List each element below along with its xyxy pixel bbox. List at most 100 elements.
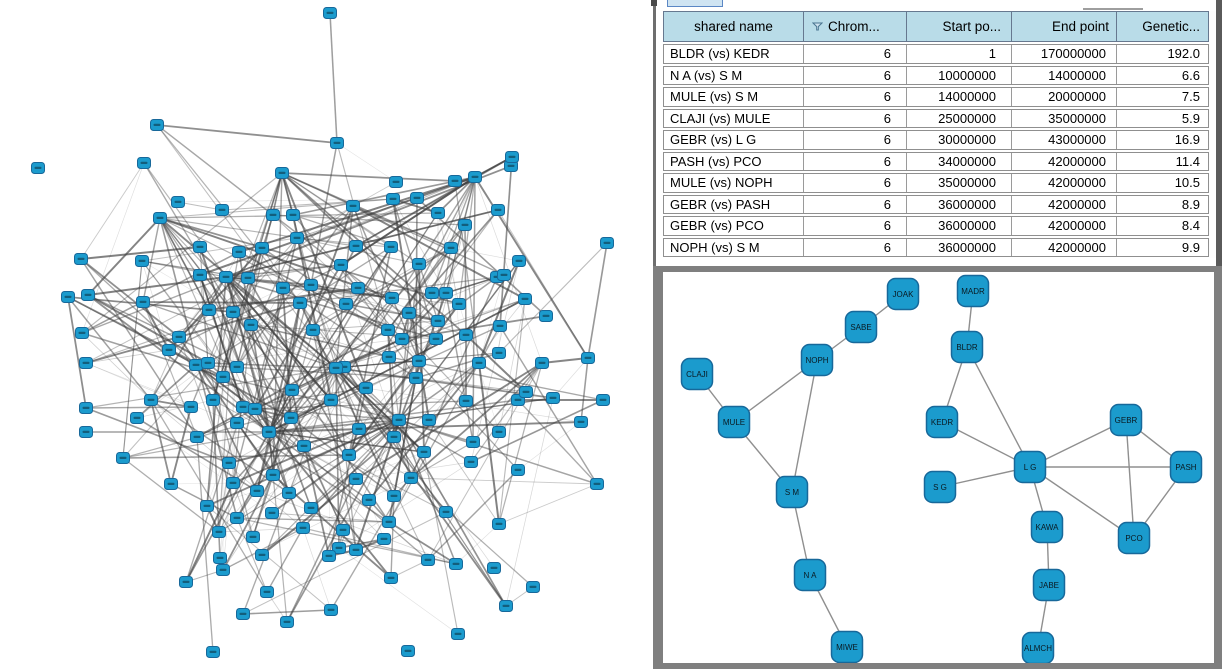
network-node[interactable]: [79, 357, 93, 369]
network-node[interactable]: [492, 347, 506, 359]
network-node[interactable]: [189, 359, 203, 371]
network-node[interactable]: [417, 446, 431, 458]
table-row[interactable]: MULE (vs) NOPH 6 35000000 42000000 10.5: [663, 173, 1209, 193]
network-node[interactable]: [171, 196, 185, 208]
network-node[interactable]: [296, 522, 310, 534]
network-node[interactable]: [212, 526, 226, 538]
network-node[interactable]: [431, 207, 445, 219]
network-node[interactable]: [193, 269, 207, 281]
network-node[interactable]: [487, 562, 501, 574]
network-node[interactable]: [226, 477, 240, 489]
network-node[interactable]: [491, 204, 505, 216]
network-node[interactable]: [215, 204, 229, 216]
network-node[interactable]: [226, 306, 240, 318]
network-node[interactable]: GEBR: [1109, 403, 1143, 437]
network-node[interactable]: [422, 414, 436, 426]
network-node[interactable]: [497, 269, 511, 281]
network-node[interactable]: [590, 478, 604, 490]
network-node[interactable]: [280, 616, 294, 628]
network-node[interactable]: [79, 426, 93, 438]
network-node[interactable]: S G: [923, 470, 957, 504]
network-node[interactable]: [265, 507, 279, 519]
network-node[interactable]: [230, 361, 244, 373]
network-node[interactable]: [448, 175, 462, 187]
network-node[interactable]: [581, 352, 595, 364]
column-header-genetic[interactable]: Genetic...: [1116, 12, 1208, 41]
network-node[interactable]: [136, 296, 150, 308]
network-node[interactable]: [359, 382, 373, 394]
network-node[interactable]: [384, 241, 398, 253]
network-node[interactable]: [334, 259, 348, 271]
table-row[interactable]: GEBR (vs) PCO 6 36000000 42000000 8.4: [663, 216, 1209, 236]
network-node[interactable]: [172, 331, 186, 343]
network-node[interactable]: [389, 176, 403, 188]
network-node[interactable]: [499, 600, 513, 612]
table-row[interactable]: BLDR (vs) KEDR 6 1 170000000 192.0: [663, 44, 1209, 64]
network-node[interactable]: [464, 456, 478, 468]
network-node[interactable]: [600, 237, 614, 249]
column-header-start-po[interactable]: Start po...: [906, 12, 1011, 41]
filter-funnel-icon[interactable]: [812, 22, 823, 31]
network-node[interactable]: [574, 416, 588, 428]
network-node[interactable]: [81, 289, 95, 301]
network-view-detail[interactable]: JOAK MADR SABE NOPH BLDR CLAJI MULE KEDR GEBR S G…: [653, 266, 1222, 669]
network-node[interactable]: [519, 386, 533, 398]
network-node[interactable]: [362, 494, 376, 506]
network-node[interactable]: [222, 457, 236, 469]
network-node[interactable]: [184, 401, 198, 413]
network-node[interactable]: [324, 604, 338, 616]
network-node[interactable]: [290, 232, 304, 244]
network-node[interactable]: [153, 212, 167, 224]
table-row[interactable]: PASH (vs) PCO 6 34000000 42000000 11.4: [663, 151, 1209, 171]
network-node[interactable]: [431, 315, 445, 327]
network-node[interactable]: [293, 297, 307, 309]
network-node[interactable]: [493, 320, 507, 332]
network-node[interactable]: [236, 401, 250, 413]
panel-divider[interactable]: [653, 0, 656, 266]
network-node[interactable]: [135, 255, 149, 267]
network-node[interactable]: [452, 298, 466, 310]
column-header-shared-name[interactable]: shared name: [664, 12, 803, 41]
network-node[interactable]: [275, 167, 289, 179]
network-node[interactable]: [260, 586, 274, 598]
network-node[interactable]: [206, 646, 220, 658]
network-node[interactable]: [276, 282, 290, 294]
network-node[interactable]: [459, 329, 473, 341]
network-node[interactable]: [116, 452, 130, 464]
network-node[interactable]: [324, 394, 338, 406]
network-node[interactable]: [339, 298, 353, 310]
network-node[interactable]: [377, 533, 391, 545]
network-node[interactable]: ALMCH: [1021, 631, 1055, 664]
network-node[interactable]: [472, 357, 486, 369]
network-node[interactable]: [349, 544, 363, 556]
network-node[interactable]: [306, 324, 320, 336]
network-node[interactable]: [266, 469, 280, 481]
network-node[interactable]: [297, 440, 311, 452]
network-node[interactable]: [286, 209, 300, 221]
table-row[interactable]: NOPH (vs) S M 6 36000000 42000000 9.9: [663, 237, 1209, 257]
network-node[interactable]: [266, 209, 280, 221]
network-node[interactable]: [31, 162, 45, 174]
network-node[interactable]: [190, 431, 204, 443]
network-node[interactable]: MIWE: [830, 630, 864, 663]
network-node[interactable]: [409, 372, 423, 384]
network-node[interactable]: [322, 550, 336, 562]
network-node[interactable]: [200, 500, 214, 512]
table-row[interactable]: GEBR (vs) L G 6 30000000 43000000 16.9: [663, 130, 1209, 150]
network-node[interactable]: [526, 581, 540, 593]
network-node[interactable]: [504, 160, 518, 172]
network-node[interactable]: [75, 327, 89, 339]
network-node[interactable]: [352, 423, 366, 435]
table-row[interactable]: CLAJI (vs) MULE 6 25000000 35000000 5.9: [663, 108, 1209, 128]
network-node[interactable]: [255, 549, 269, 561]
network-node[interactable]: PASH: [1169, 450, 1203, 484]
network-node[interactable]: [336, 524, 350, 536]
network-node[interactable]: [241, 272, 255, 284]
network-node[interactable]: [459, 395, 473, 407]
network-node[interactable]: [346, 200, 360, 212]
network-node[interactable]: [458, 219, 472, 231]
column-header-end-point[interactable]: End point: [1011, 12, 1116, 41]
network-node[interactable]: L G: [1013, 450, 1047, 484]
network-node[interactable]: CLAJI: [680, 357, 714, 391]
network-node[interactable]: [246, 531, 260, 543]
